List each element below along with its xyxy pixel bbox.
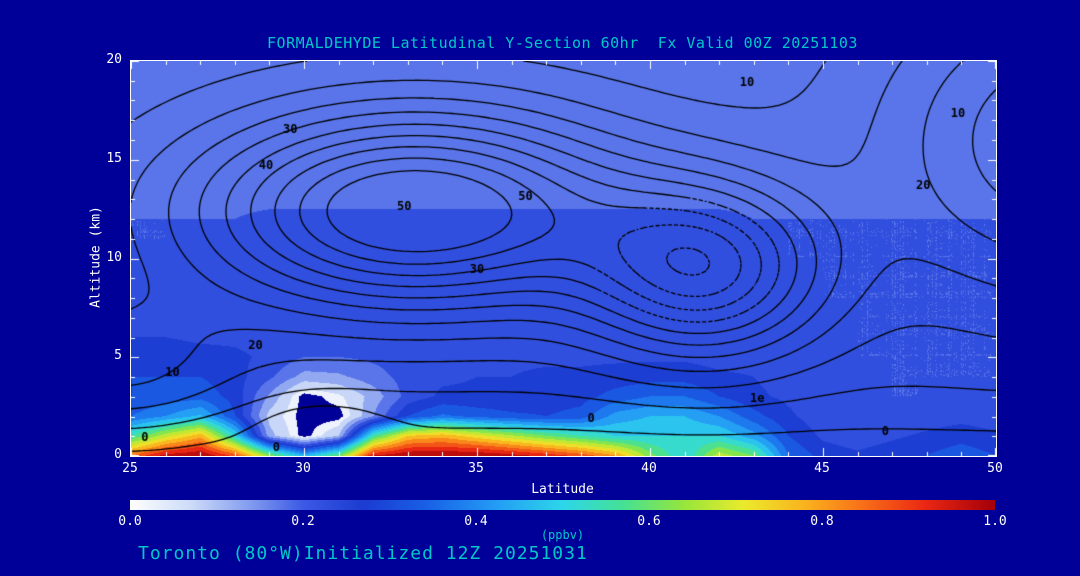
x-tick-label: 40 [641, 461, 657, 476]
y-tick-label: 15 [106, 150, 122, 166]
x-tick-label: 30 [295, 461, 311, 476]
x-tick-label: 35 [468, 461, 484, 476]
colorbar-tick-label: 0.4 [464, 514, 488, 529]
x-tick-label: 25 [122, 461, 138, 476]
x-tick-label: 50 [987, 461, 1003, 476]
y-tick-label: 20 [106, 52, 122, 67]
plot-title: FORMALDEHYDE Latitudinal Y-Section 60hr … [267, 34, 858, 52]
y-tick-label: 0 [114, 447, 122, 462]
colorbar-tick-label: 0.2 [291, 514, 315, 529]
footer-text: Toronto (80°W)Initialized 12Z 20251031 [138, 543, 588, 564]
x-axis-label: Latitude [531, 482, 594, 497]
colorbar-tick-label: 0.8 [810, 514, 834, 529]
x-tick-label: 45 [814, 461, 830, 476]
colorbar-tick-label: 0.0 [118, 514, 142, 529]
plot-area [130, 60, 997, 457]
heatmap-contour-canvas [131, 61, 996, 456]
y-tick-label: 5 [114, 348, 122, 364]
y-tick-label: 10 [106, 249, 122, 265]
colorbar [130, 500, 995, 510]
colorbar-unit-label: (ppbv) [540, 528, 585, 542]
colorbar-tick-label: 1.0 [983, 514, 1007, 529]
colorbar-tick-label: 0.6 [637, 514, 661, 529]
